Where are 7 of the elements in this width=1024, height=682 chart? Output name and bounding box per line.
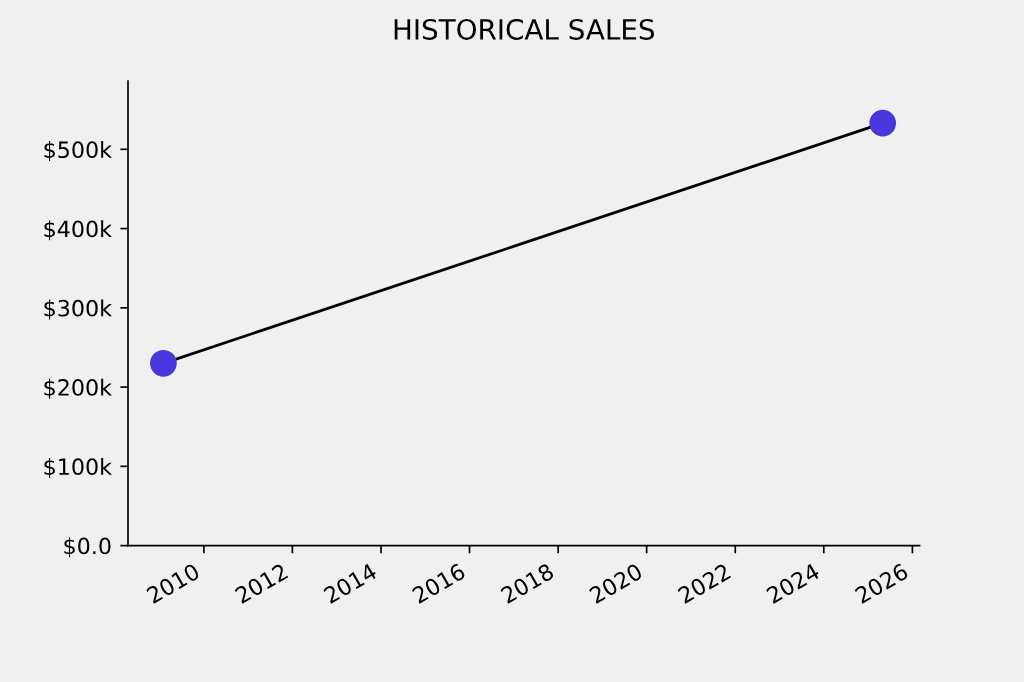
y-tick-label: $100k	[44, 457, 112, 479]
y-tick-label: $500k	[44, 140, 112, 162]
chart-title: HISTORICAL SALES	[394, 18, 654, 40]
y-tick-label: $200k	[44, 378, 112, 399]
y-tick-label: $300k	[44, 299, 112, 320]
y-tick-label: $0.0	[64, 537, 111, 558]
y-tick-label: $400k	[44, 220, 112, 241]
